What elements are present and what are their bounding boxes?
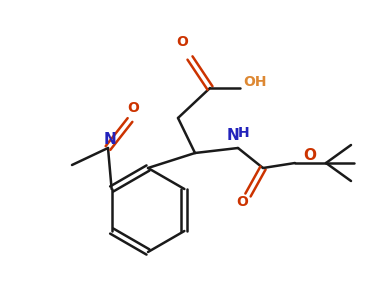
Text: H: H (238, 126, 250, 140)
Text: N: N (227, 128, 240, 142)
Text: O: O (176, 35, 188, 49)
Text: N: N (103, 132, 116, 147)
Text: O: O (127, 101, 139, 115)
Text: O: O (236, 195, 248, 209)
Text: OH: OH (243, 75, 267, 89)
Text: O: O (304, 147, 316, 163)
